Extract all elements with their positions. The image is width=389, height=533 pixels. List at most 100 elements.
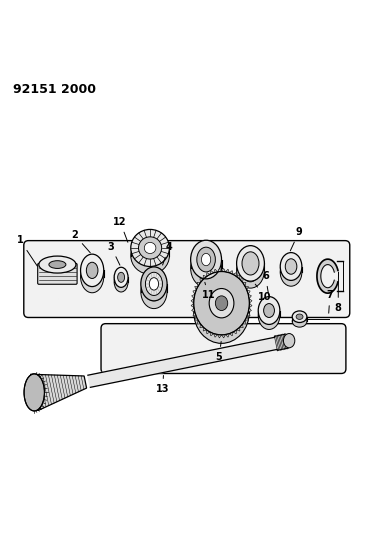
Ellipse shape bbox=[280, 253, 302, 280]
Polygon shape bbox=[191, 303, 194, 308]
Polygon shape bbox=[334, 280, 338, 283]
Ellipse shape bbox=[39, 256, 76, 273]
Polygon shape bbox=[331, 286, 333, 292]
Polygon shape bbox=[321, 262, 324, 266]
Polygon shape bbox=[318, 269, 322, 272]
Polygon shape bbox=[318, 281, 322, 285]
Polygon shape bbox=[320, 264, 323, 268]
Polygon shape bbox=[317, 273, 321, 275]
Polygon shape bbox=[334, 281, 337, 285]
Ellipse shape bbox=[197, 247, 216, 272]
Ellipse shape bbox=[24, 374, 44, 411]
Polygon shape bbox=[324, 260, 326, 265]
Ellipse shape bbox=[258, 302, 280, 329]
Polygon shape bbox=[194, 317, 198, 320]
Polygon shape bbox=[197, 282, 200, 286]
Polygon shape bbox=[322, 261, 324, 266]
Polygon shape bbox=[324, 287, 326, 292]
Ellipse shape bbox=[131, 237, 169, 274]
Polygon shape bbox=[317, 277, 321, 279]
Polygon shape bbox=[243, 282, 246, 286]
Ellipse shape bbox=[258, 297, 280, 325]
Polygon shape bbox=[249, 303, 252, 308]
Text: 6: 6 bbox=[262, 271, 269, 295]
Polygon shape bbox=[333, 282, 337, 286]
Text: 3: 3 bbox=[108, 241, 120, 265]
Polygon shape bbox=[318, 280, 322, 284]
Polygon shape bbox=[245, 317, 249, 320]
Ellipse shape bbox=[81, 260, 104, 293]
Polygon shape bbox=[319, 266, 322, 270]
Polygon shape bbox=[317, 277, 321, 278]
Polygon shape bbox=[197, 320, 200, 324]
Polygon shape bbox=[334, 269, 338, 272]
Polygon shape bbox=[240, 324, 243, 328]
Polygon shape bbox=[324, 260, 326, 265]
Ellipse shape bbox=[197, 256, 216, 280]
Polygon shape bbox=[192, 308, 195, 312]
Polygon shape bbox=[322, 286, 324, 291]
Ellipse shape bbox=[81, 254, 104, 287]
Ellipse shape bbox=[209, 288, 234, 318]
Polygon shape bbox=[193, 312, 196, 317]
Ellipse shape bbox=[264, 304, 275, 318]
Polygon shape bbox=[214, 334, 217, 337]
Ellipse shape bbox=[131, 229, 169, 266]
Polygon shape bbox=[332, 263, 335, 268]
Ellipse shape bbox=[216, 296, 228, 311]
Polygon shape bbox=[324, 287, 326, 293]
Polygon shape bbox=[248, 294, 251, 298]
Polygon shape bbox=[192, 294, 195, 298]
Polygon shape bbox=[317, 272, 321, 274]
Polygon shape bbox=[214, 269, 217, 273]
FancyBboxPatch shape bbox=[38, 263, 77, 284]
Polygon shape bbox=[247, 290, 250, 294]
Text: 11: 11 bbox=[202, 282, 215, 300]
Polygon shape bbox=[329, 260, 331, 265]
Ellipse shape bbox=[141, 274, 167, 309]
Polygon shape bbox=[200, 279, 203, 282]
Ellipse shape bbox=[285, 259, 297, 274]
Polygon shape bbox=[230, 271, 233, 274]
Ellipse shape bbox=[86, 262, 98, 278]
Polygon shape bbox=[247, 312, 250, 317]
Polygon shape bbox=[321, 285, 324, 290]
Polygon shape bbox=[233, 330, 237, 334]
Polygon shape bbox=[319, 284, 322, 288]
Polygon shape bbox=[329, 260, 330, 265]
Polygon shape bbox=[333, 284, 336, 288]
Polygon shape bbox=[320, 263, 323, 268]
Polygon shape bbox=[329, 287, 330, 293]
Ellipse shape bbox=[138, 237, 162, 259]
Polygon shape bbox=[332, 284, 335, 289]
Ellipse shape bbox=[114, 272, 128, 292]
Polygon shape bbox=[317, 278, 321, 280]
Polygon shape bbox=[328, 259, 329, 264]
Polygon shape bbox=[191, 298, 194, 303]
Text: 5: 5 bbox=[216, 342, 223, 362]
Polygon shape bbox=[327, 259, 328, 264]
Polygon shape bbox=[320, 284, 323, 288]
Ellipse shape bbox=[191, 240, 222, 279]
FancyBboxPatch shape bbox=[101, 324, 346, 374]
Polygon shape bbox=[318, 268, 322, 271]
Polygon shape bbox=[330, 287, 332, 292]
Polygon shape bbox=[325, 260, 326, 265]
Polygon shape bbox=[333, 266, 337, 270]
FancyBboxPatch shape bbox=[24, 240, 350, 318]
Polygon shape bbox=[31, 374, 87, 410]
Ellipse shape bbox=[242, 259, 259, 282]
Ellipse shape bbox=[296, 314, 303, 319]
Polygon shape bbox=[222, 269, 226, 272]
Polygon shape bbox=[332, 285, 335, 289]
Polygon shape bbox=[331, 262, 334, 267]
Ellipse shape bbox=[292, 316, 307, 327]
Text: 9: 9 bbox=[290, 227, 302, 251]
Polygon shape bbox=[328, 288, 329, 293]
Polygon shape bbox=[243, 320, 246, 324]
Polygon shape bbox=[194, 271, 249, 335]
Text: 2: 2 bbox=[71, 230, 90, 253]
Ellipse shape bbox=[242, 252, 259, 275]
Polygon shape bbox=[203, 276, 207, 279]
Polygon shape bbox=[317, 271, 321, 273]
